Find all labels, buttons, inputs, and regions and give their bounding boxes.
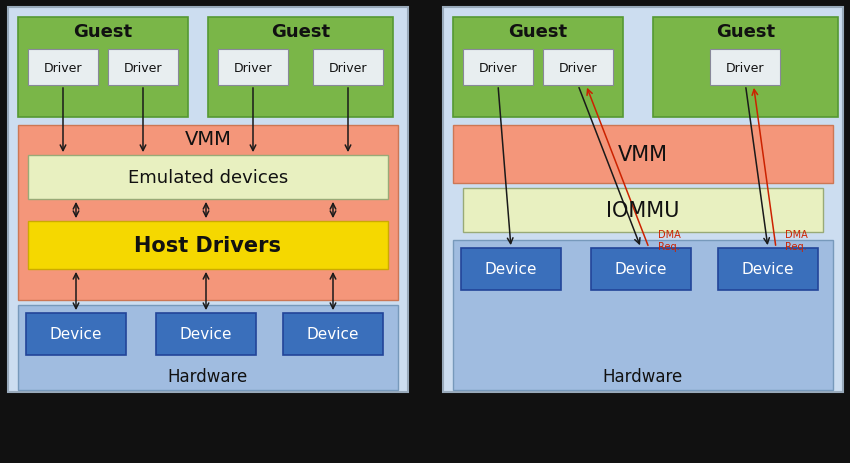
- Bar: [453, 18, 623, 118]
- Bar: [463, 50, 533, 86]
- Bar: [8, 8, 408, 392]
- Text: DMA
Req.: DMA Req.: [785, 230, 808, 251]
- Bar: [653, 18, 838, 118]
- Text: Driver: Driver: [43, 62, 82, 75]
- Text: Driver: Driver: [558, 62, 598, 75]
- Bar: [543, 50, 613, 86]
- Bar: [18, 305, 398, 390]
- Text: DMA
Req.: DMA Req.: [658, 230, 680, 251]
- Bar: [18, 126, 398, 300]
- Bar: [463, 188, 823, 232]
- Bar: [26, 313, 126, 355]
- Text: Guest: Guest: [271, 23, 330, 41]
- Text: Driver: Driver: [234, 62, 272, 75]
- Bar: [218, 50, 288, 86]
- Bar: [461, 249, 561, 290]
- Text: Device: Device: [307, 327, 360, 342]
- Bar: [591, 249, 691, 290]
- Text: Device: Device: [50, 327, 102, 342]
- Bar: [108, 50, 178, 86]
- Text: Emulated devices: Emulated devices: [128, 169, 288, 187]
- Text: Driver: Driver: [124, 62, 162, 75]
- Bar: [28, 221, 388, 269]
- Text: Guest: Guest: [716, 23, 775, 41]
- Bar: [28, 156, 388, 200]
- Text: Device: Device: [615, 262, 667, 277]
- Text: VMM: VMM: [184, 130, 231, 149]
- Text: Driver: Driver: [479, 62, 518, 75]
- Text: IOMMU: IOMMU: [606, 200, 680, 220]
- Text: VMM: VMM: [618, 144, 668, 165]
- Bar: [28, 50, 98, 86]
- Bar: [208, 18, 393, 118]
- Bar: [718, 249, 818, 290]
- Bar: [156, 313, 256, 355]
- Text: Guest: Guest: [508, 23, 568, 41]
- Text: Device: Device: [484, 262, 537, 277]
- Bar: [453, 240, 833, 390]
- Text: Driver: Driver: [329, 62, 367, 75]
- Bar: [453, 126, 833, 184]
- Text: Device: Device: [179, 327, 232, 342]
- Text: Guest: Guest: [73, 23, 133, 41]
- Text: Hardware: Hardware: [167, 367, 248, 385]
- Text: Host Drivers: Host Drivers: [134, 236, 281, 256]
- Text: Device: Device: [742, 262, 794, 277]
- Bar: [711, 50, 780, 86]
- Bar: [313, 50, 383, 86]
- Bar: [18, 18, 188, 118]
- Text: Driver: Driver: [726, 62, 765, 75]
- Text: Hardware: Hardware: [603, 367, 683, 385]
- Bar: [443, 8, 843, 392]
- Bar: [283, 313, 383, 355]
